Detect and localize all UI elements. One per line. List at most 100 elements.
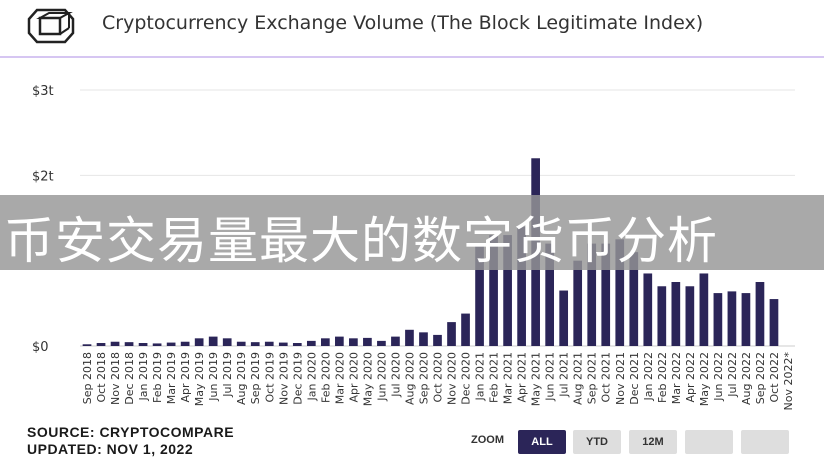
x-tick-label: May 2022 xyxy=(698,352,711,406)
watermark-overlay: 币安交易量最大的数字货币分析 xyxy=(0,195,824,270)
x-tick-label: Jul 2022 xyxy=(726,352,739,398)
bar[interactable] xyxy=(166,342,176,346)
bar[interactable] xyxy=(685,286,695,346)
bar[interactable] xyxy=(306,340,316,346)
bar[interactable] xyxy=(377,340,386,346)
bar[interactable] xyxy=(264,341,274,346)
x-tick-label: Mar 2020 xyxy=(333,352,346,404)
zoom-all-button[interactable]: ALL xyxy=(518,430,566,454)
bar[interactable] xyxy=(447,322,456,346)
bar[interactable] xyxy=(236,341,246,346)
x-tick-label: Jul 2021 xyxy=(558,352,571,398)
bar[interactable] xyxy=(194,338,204,346)
bar[interactable] xyxy=(222,338,232,346)
bar[interactable] xyxy=(629,252,639,346)
bar[interactable] xyxy=(587,243,597,346)
bar[interactable] xyxy=(180,341,190,346)
x-tick-label: May 2020 xyxy=(361,352,374,406)
zoom-12m-button[interactable]: 12M xyxy=(629,430,677,454)
bar[interactable] xyxy=(573,260,583,346)
bar[interactable] xyxy=(124,342,134,346)
x-tick-label: Jul 2019 xyxy=(221,352,234,398)
bar[interactable] xyxy=(545,243,555,346)
x-tick-label: Mar 2022 xyxy=(670,352,683,404)
bar[interactable] xyxy=(250,342,260,346)
x-tick-label: Sep 2020 xyxy=(417,352,430,404)
bar[interactable] xyxy=(363,337,372,346)
zoom-extra-button-1[interactable] xyxy=(685,430,733,454)
bar[interactable] xyxy=(335,336,344,346)
x-tick-label: Aug 2020 xyxy=(403,352,416,405)
x-tick-label: Apr 2019 xyxy=(179,352,192,403)
zoom-label: ZOOM xyxy=(471,434,504,446)
x-tick-label: Jun 2022 xyxy=(712,352,725,402)
bar[interactable] xyxy=(559,290,569,346)
x-tick-label: Jan 2020 xyxy=(305,352,318,401)
bar[interactable] xyxy=(489,235,498,346)
x-tick-label: Mar 2021 xyxy=(502,352,515,404)
x-tick-label: Jan 2019 xyxy=(137,352,150,401)
x-tick-label: Mar 2019 xyxy=(165,352,178,404)
x-tick-label: Apr 2021 xyxy=(516,352,529,403)
bar[interactable] xyxy=(208,336,218,346)
x-tick-label: Dec 2018 xyxy=(123,352,136,405)
x-tick-label: Jan 2021 xyxy=(474,352,487,401)
bar[interactable] xyxy=(657,286,667,346)
bar[interactable] xyxy=(671,282,681,346)
x-tick-label: Nov 2021 xyxy=(614,352,627,405)
y-tick-label: $0 xyxy=(32,340,49,355)
bar[interactable] xyxy=(152,343,162,346)
x-tick-label: May 2019 xyxy=(193,352,206,406)
bar[interactable] xyxy=(741,293,751,346)
bar[interactable] xyxy=(727,291,737,346)
bar[interactable] xyxy=(110,341,120,346)
bar[interactable] xyxy=(349,338,358,346)
x-tick-label: Jun 2020 xyxy=(375,352,388,402)
x-tick-label: Nov 2019 xyxy=(277,352,290,405)
bar[interactable] xyxy=(755,282,765,346)
zoom-extra-button-2[interactable] xyxy=(741,430,789,454)
bar[interactable] xyxy=(278,342,288,346)
x-tick-label: Jun 2021 xyxy=(544,352,557,402)
x-tick-label: Sep 2019 xyxy=(249,352,262,404)
bar[interactable] xyxy=(96,343,106,346)
bar[interactable] xyxy=(419,332,428,346)
updated-text: UPDATED: NOV 1, 2022 xyxy=(27,441,194,457)
x-tick-label: Oct 2020 xyxy=(432,352,445,403)
bar[interactable] xyxy=(292,343,302,346)
x-tick-label: Aug 2021 xyxy=(572,352,585,405)
x-tick-label: Dec 2021 xyxy=(628,352,641,405)
bar[interactable] xyxy=(138,343,148,346)
x-tick-label: Apr 2022 xyxy=(684,352,697,403)
x-tick-label: Jul 2020 xyxy=(389,352,402,398)
zoom-ytd-button[interactable]: YTD xyxy=(573,430,621,454)
x-tick-label: Feb 2020 xyxy=(319,352,332,403)
bar[interactable] xyxy=(615,239,625,346)
x-tick-label: Feb 2019 xyxy=(151,352,164,403)
x-tick-label: Dec 2020 xyxy=(460,352,473,405)
x-tick-label: Oct 2018 xyxy=(95,352,108,403)
header-divider xyxy=(0,56,824,58)
x-tick-label: Feb 2022 xyxy=(656,352,669,403)
bar[interactable] xyxy=(433,334,442,346)
bar[interactable] xyxy=(391,336,400,346)
watermark-text: 币安交易量最大的数字货币分析 xyxy=(4,212,718,270)
bar[interactable] xyxy=(461,313,470,346)
x-tick-label: Oct 2021 xyxy=(600,352,613,403)
bar[interactable] xyxy=(601,243,611,346)
bar[interactable] xyxy=(320,338,330,346)
bar[interactable] xyxy=(405,329,414,346)
bar[interactable] xyxy=(643,273,653,346)
bar[interactable] xyxy=(517,226,526,346)
bar[interactable] xyxy=(503,235,512,346)
chart-title: Cryptocurrency Exchange Volume (The Bloc… xyxy=(102,12,704,34)
bar[interactable] xyxy=(82,344,92,346)
source-note: SOURCE: CRYPTOCOMPARE UPDATED: NOV 1, 20… xyxy=(27,424,234,458)
bar[interactable] xyxy=(769,299,779,346)
bar[interactable] xyxy=(475,243,484,346)
x-tick-label: Jun 2019 xyxy=(207,352,220,402)
x-tick-label: Nov 2020 xyxy=(446,352,459,405)
bar[interactable] xyxy=(713,293,723,346)
bar[interactable] xyxy=(699,273,709,346)
x-tick-label: Jan 2022 xyxy=(642,352,655,401)
